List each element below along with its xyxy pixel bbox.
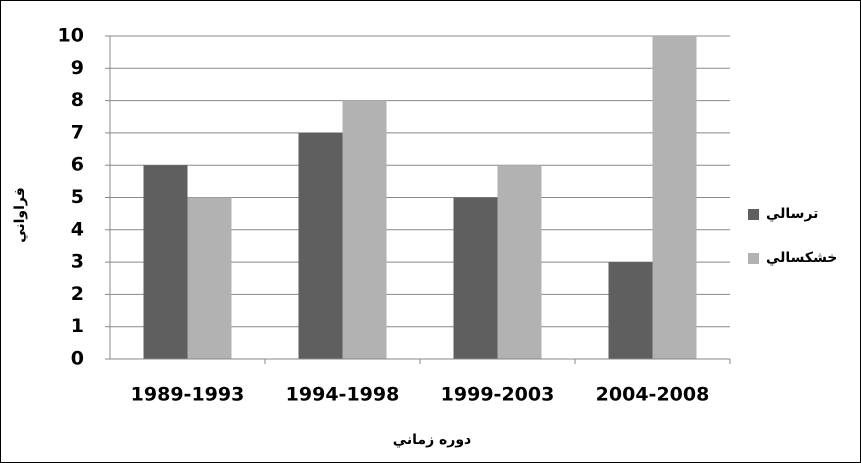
y-tick-label: 4: [71, 218, 84, 240]
x-tick-label: 1999-2003: [441, 384, 555, 406]
legend-label: ترسالي: [766, 206, 818, 222]
legend-swatch: [748, 253, 759, 264]
bar: [298, 132, 343, 359]
bar: [608, 262, 653, 359]
y-tick-label: 7: [71, 121, 84, 143]
bar: [187, 197, 232, 359]
y-tick-label: 5: [71, 186, 84, 208]
legend-label: خشكسالي: [766, 250, 837, 266]
y-tick-label: 1: [71, 315, 84, 337]
y-tick-label: 3: [71, 251, 84, 273]
x-tick-label: 1989-1993: [131, 384, 245, 406]
y-tick-label: 6: [71, 154, 84, 176]
bar: [453, 197, 498, 359]
y-tick-label: 2: [71, 283, 84, 305]
legend-swatch: [748, 209, 759, 220]
y-tick-label: 0: [71, 348, 84, 370]
x-tick-label: 1994-1998: [286, 384, 400, 406]
bar: [143, 165, 188, 359]
x-tick-label: 2004-2008: [596, 384, 710, 406]
bar: [652, 36, 697, 359]
y-tick-label: 9: [71, 57, 84, 79]
bar: [342, 100, 387, 359]
y-tick-label: 8: [71, 89, 84, 111]
y-tick-label: 10: [58, 25, 84, 47]
x-axis-label: دوره زماني: [393, 432, 472, 448]
bar: [497, 165, 542, 359]
y-axis-label: فراواني: [12, 187, 28, 243]
